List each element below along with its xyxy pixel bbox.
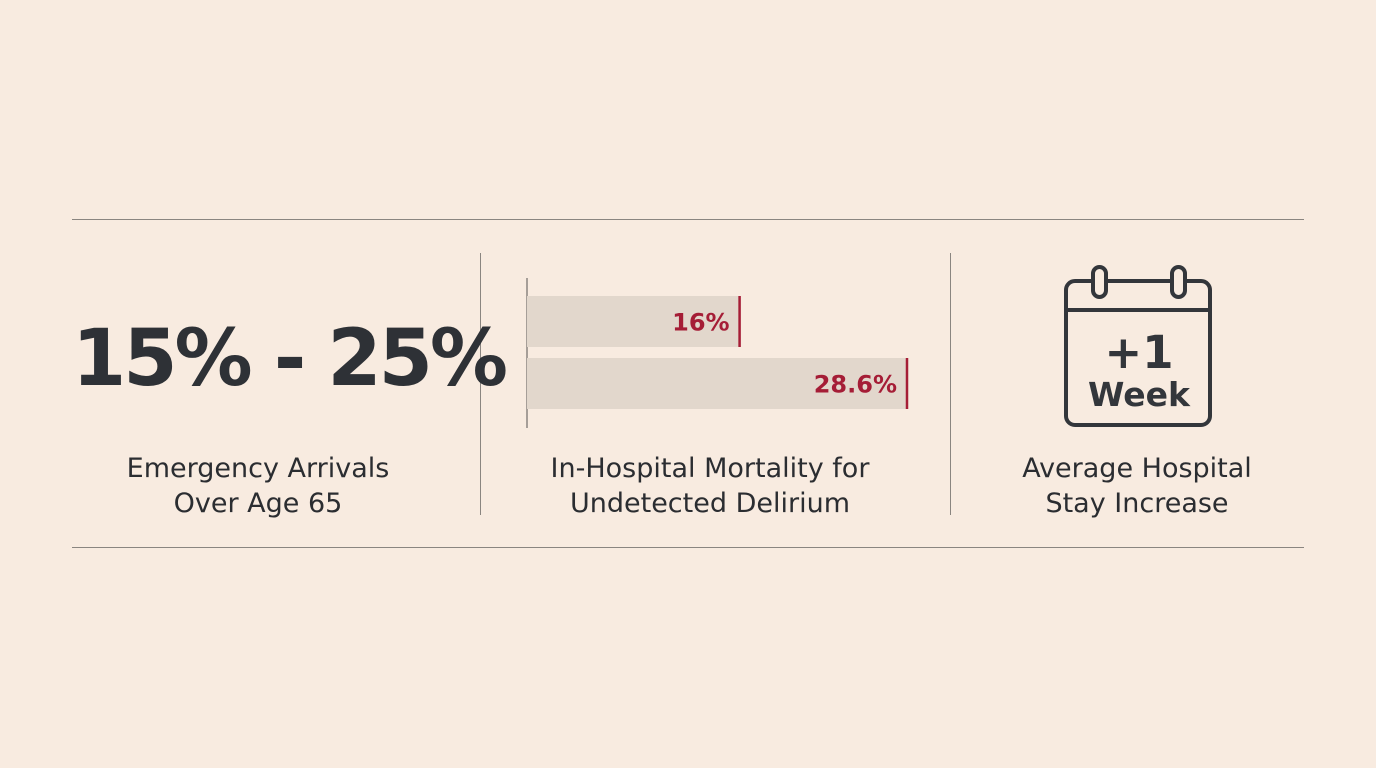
mortality-bar-chart: 16% 28.6% bbox=[526, 278, 909, 428]
caption-line-1: In-Hospital Mortality for bbox=[550, 453, 870, 484]
bottom-rule bbox=[72, 547, 1304, 548]
calendar-unit: Week bbox=[1088, 375, 1191, 414]
calendar-icon: +1 Week bbox=[1064, 265, 1212, 427]
caption-line-1: Average Hospital bbox=[1022, 453, 1252, 484]
caption-line-2: Stay Increase bbox=[1045, 488, 1229, 519]
caption-line-2: Undetected Delirium bbox=[569, 488, 850, 519]
bar-label-1: 28.6% bbox=[814, 371, 897, 399]
column-divider-1 bbox=[480, 253, 481, 515]
stat-value: 15% - 25% bbox=[72, 314, 508, 404]
stat-caption: Average Hospital Stay Increase bbox=[951, 451, 1323, 521]
column-divider-2 bbox=[950, 253, 951, 515]
top-rule bbox=[72, 219, 1304, 220]
bar-label-0: 16% bbox=[672, 309, 729, 337]
bar-0 bbox=[527, 296, 740, 347]
bar-1 bbox=[527, 358, 907, 409]
stat-caption: In-Hospital Mortality for Undetected Del… bbox=[481, 451, 939, 521]
stat-panel-mortality: 16% 28.6% In-Hospital Mortality for Undet… bbox=[481, 220, 950, 547]
stat-caption: Emergency Arrivals Over Age 65 bbox=[72, 451, 444, 521]
stat-panel-hospital-stay: +1 Week Average Hospital Stay Increase bbox=[951, 220, 1304, 547]
caption-line-2: Over Age 65 bbox=[173, 488, 343, 519]
stat-panel-emergency-arrivals: 15% - 25% Emergency Arrivals Over Age 65 bbox=[72, 220, 508, 547]
caption-line-1: Emergency Arrivals bbox=[126, 453, 390, 484]
calendar-value: +1 bbox=[1104, 326, 1173, 379]
